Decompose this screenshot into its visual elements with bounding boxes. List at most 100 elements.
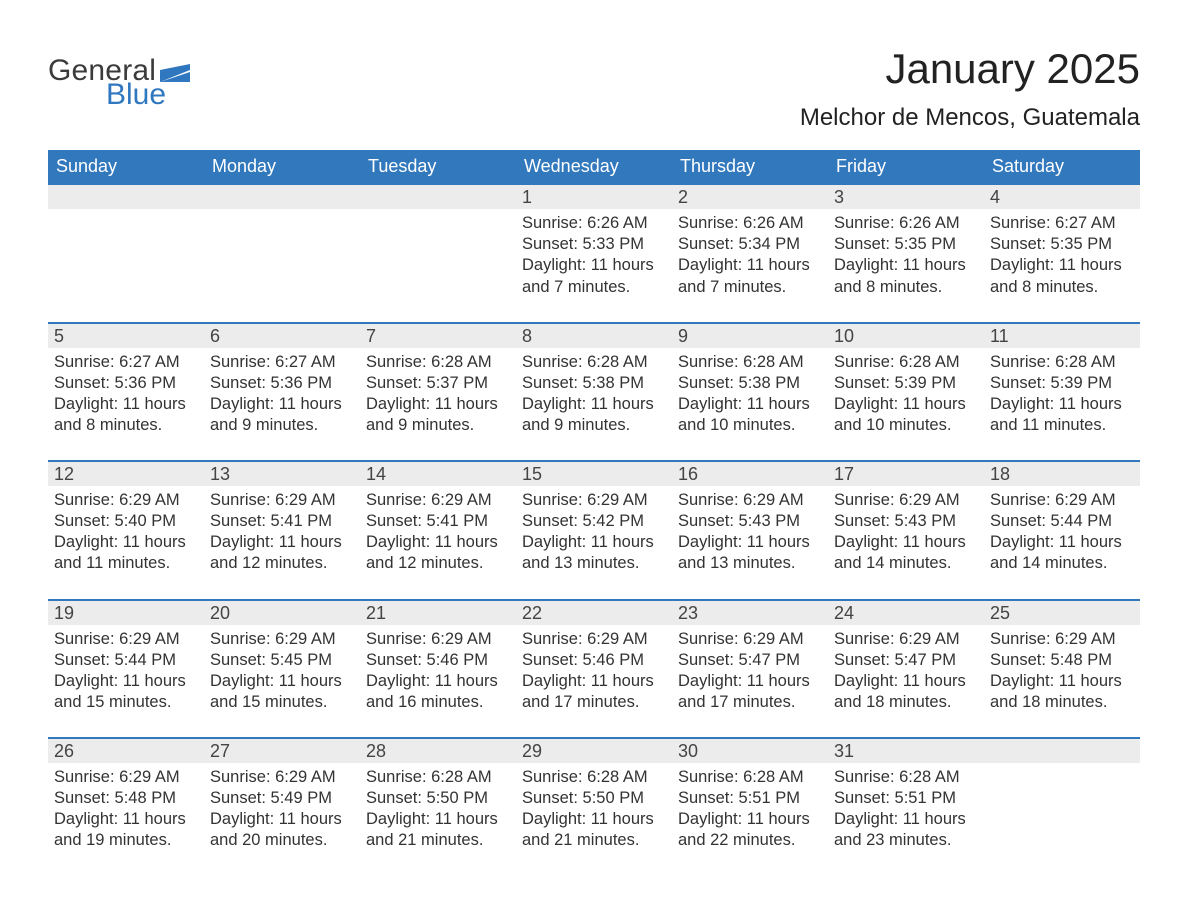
calendar-day-cell: 19Sunrise: 6:29 AMSunset: 5:44 PMDayligh… — [48, 601, 204, 737]
daylight-line: Daylight: 11 hours and 21 minutes. — [522, 809, 666, 851]
daylight-line: Daylight: 11 hours and 13 minutes. — [522, 532, 666, 574]
sunset-line: Sunset: 5:35 PM — [834, 234, 978, 255]
calendar-day-cell: 25Sunrise: 6:29 AMSunset: 5:48 PMDayligh… — [984, 601, 1140, 737]
sunrise-line: Sunrise: 6:27 AM — [54, 352, 198, 373]
day-number: 7 — [360, 324, 516, 348]
daylight-line: Daylight: 11 hours and 7 minutes. — [678, 255, 822, 297]
calendar-day-cell: 29Sunrise: 6:28 AMSunset: 5:50 PMDayligh… — [516, 739, 672, 875]
day-number: 24 — [828, 601, 984, 625]
calendar-week-row: 26Sunrise: 6:29 AMSunset: 5:48 PMDayligh… — [48, 737, 1140, 875]
calendar-day-cell: 31Sunrise: 6:28 AMSunset: 5:51 PMDayligh… — [828, 739, 984, 875]
calendar-day-cell: 9Sunrise: 6:28 AMSunset: 5:38 PMDaylight… — [672, 324, 828, 460]
sunset-line: Sunset: 5:41 PM — [366, 511, 510, 532]
daylight-line: Daylight: 11 hours and 11 minutes. — [990, 394, 1134, 436]
calendar-body: 1Sunrise: 6:26 AMSunset: 5:33 PMDaylight… — [48, 183, 1140, 875]
day-details: Sunrise: 6:29 AMSunset: 5:43 PMDaylight:… — [828, 486, 984, 574]
daylight-line: Daylight: 11 hours and 19 minutes. — [54, 809, 198, 851]
sunrise-line: Sunrise: 6:29 AM — [210, 490, 354, 511]
daylight-line: Daylight: 11 hours and 15 minutes. — [210, 671, 354, 713]
calendar-day-cell — [360, 185, 516, 321]
day-details: Sunrise: 6:28 AMSunset: 5:37 PMDaylight:… — [360, 348, 516, 436]
daylight-line: Daylight: 11 hours and 8 minutes. — [990, 255, 1134, 297]
calendar-day-cell: 20Sunrise: 6:29 AMSunset: 5:45 PMDayligh… — [204, 601, 360, 737]
calendar-day-cell: 5Sunrise: 6:27 AMSunset: 5:36 PMDaylight… — [48, 324, 204, 460]
day-details: Sunrise: 6:29 AMSunset: 5:46 PMDaylight:… — [360, 625, 516, 713]
logo-word-blue: Blue — [106, 80, 190, 110]
sunset-line: Sunset: 5:46 PM — [522, 650, 666, 671]
day-number — [360, 185, 516, 209]
sunrise-line: Sunrise: 6:28 AM — [678, 352, 822, 373]
sunrise-line: Sunrise: 6:28 AM — [366, 352, 510, 373]
calendar-day-cell: 14Sunrise: 6:29 AMSunset: 5:41 PMDayligh… — [360, 462, 516, 598]
daylight-line: Daylight: 11 hours and 7 minutes. — [522, 255, 666, 297]
day-number: 13 — [204, 462, 360, 486]
day-details: Sunrise: 6:29 AMSunset: 5:47 PMDaylight:… — [672, 625, 828, 713]
day-number: 8 — [516, 324, 672, 348]
sunrise-line: Sunrise: 6:28 AM — [366, 767, 510, 788]
calendar-grid: SundayMondayTuesdayWednesdayThursdayFrid… — [48, 150, 1140, 875]
calendar-day-cell: 6Sunrise: 6:27 AMSunset: 5:36 PMDaylight… — [204, 324, 360, 460]
calendar-day-cell: 8Sunrise: 6:28 AMSunset: 5:38 PMDaylight… — [516, 324, 672, 460]
daylight-line: Daylight: 11 hours and 17 minutes. — [678, 671, 822, 713]
daylight-line: Daylight: 11 hours and 21 minutes. — [366, 809, 510, 851]
day-number: 22 — [516, 601, 672, 625]
day-number: 17 — [828, 462, 984, 486]
day-number: 2 — [672, 185, 828, 209]
calendar-day-cell: 3Sunrise: 6:26 AMSunset: 5:35 PMDaylight… — [828, 185, 984, 321]
sunset-line: Sunset: 5:44 PM — [54, 650, 198, 671]
calendar-day-cell: 24Sunrise: 6:29 AMSunset: 5:47 PMDayligh… — [828, 601, 984, 737]
sunrise-line: Sunrise: 6:28 AM — [522, 767, 666, 788]
sunset-line: Sunset: 5:41 PM — [210, 511, 354, 532]
day-details: Sunrise: 6:27 AMSunset: 5:36 PMDaylight:… — [48, 348, 204, 436]
calendar-week-row: 19Sunrise: 6:29 AMSunset: 5:44 PMDayligh… — [48, 599, 1140, 737]
day-number: 31 — [828, 739, 984, 763]
daylight-line: Daylight: 11 hours and 18 minutes. — [990, 671, 1134, 713]
daylight-line: Daylight: 11 hours and 15 minutes. — [54, 671, 198, 713]
sunrise-line: Sunrise: 6:27 AM — [990, 213, 1134, 234]
daylight-line: Daylight: 11 hours and 14 minutes. — [834, 532, 978, 574]
sunrise-line: Sunrise: 6:28 AM — [678, 767, 822, 788]
calendar-day-cell: 1Sunrise: 6:26 AMSunset: 5:33 PMDaylight… — [516, 185, 672, 321]
day-number: 26 — [48, 739, 204, 763]
sunset-line: Sunset: 5:50 PM — [522, 788, 666, 809]
calendar-day-cell: 23Sunrise: 6:29 AMSunset: 5:47 PMDayligh… — [672, 601, 828, 737]
sunrise-line: Sunrise: 6:29 AM — [54, 490, 198, 511]
day-number: 9 — [672, 324, 828, 348]
sunset-line: Sunset: 5:47 PM — [678, 650, 822, 671]
day-number: 21 — [360, 601, 516, 625]
day-details: Sunrise: 6:29 AMSunset: 5:45 PMDaylight:… — [204, 625, 360, 713]
day-details: Sunrise: 6:29 AMSunset: 5:46 PMDaylight:… — [516, 625, 672, 713]
calendar-day-cell: 7Sunrise: 6:28 AMSunset: 5:37 PMDaylight… — [360, 324, 516, 460]
calendar-day-cell — [984, 739, 1140, 875]
sunrise-line: Sunrise: 6:29 AM — [210, 629, 354, 650]
daylight-line: Daylight: 11 hours and 8 minutes. — [834, 255, 978, 297]
sunset-line: Sunset: 5:50 PM — [366, 788, 510, 809]
sunrise-line: Sunrise: 6:29 AM — [522, 490, 666, 511]
calendar-day-cell: 16Sunrise: 6:29 AMSunset: 5:43 PMDayligh… — [672, 462, 828, 598]
day-details: Sunrise: 6:27 AMSunset: 5:35 PMDaylight:… — [984, 209, 1140, 297]
calendar-day-cell: 2Sunrise: 6:26 AMSunset: 5:34 PMDaylight… — [672, 185, 828, 321]
sunrise-line: Sunrise: 6:29 AM — [54, 767, 198, 788]
calendar-day-cell: 21Sunrise: 6:29 AMSunset: 5:46 PMDayligh… — [360, 601, 516, 737]
sunset-line: Sunset: 5:38 PM — [678, 373, 822, 394]
day-number: 14 — [360, 462, 516, 486]
day-details: Sunrise: 6:29 AMSunset: 5:44 PMDaylight:… — [48, 625, 204, 713]
calendar-day-cell: 26Sunrise: 6:29 AMSunset: 5:48 PMDayligh… — [48, 739, 204, 875]
sunset-line: Sunset: 5:44 PM — [990, 511, 1134, 532]
calendar-day-cell: 4Sunrise: 6:27 AMSunset: 5:35 PMDaylight… — [984, 185, 1140, 321]
calendar-day-cell: 22Sunrise: 6:29 AMSunset: 5:46 PMDayligh… — [516, 601, 672, 737]
calendar-day-cell: 27Sunrise: 6:29 AMSunset: 5:49 PMDayligh… — [204, 739, 360, 875]
sunrise-line: Sunrise: 6:29 AM — [990, 490, 1134, 511]
day-number: 30 — [672, 739, 828, 763]
day-details: Sunrise: 6:29 AMSunset: 5:42 PMDaylight:… — [516, 486, 672, 574]
sunrise-line: Sunrise: 6:29 AM — [678, 629, 822, 650]
calendar-week-row: 12Sunrise: 6:29 AMSunset: 5:40 PMDayligh… — [48, 460, 1140, 598]
sunset-line: Sunset: 5:45 PM — [210, 650, 354, 671]
calendar-day-cell: 12Sunrise: 6:29 AMSunset: 5:40 PMDayligh… — [48, 462, 204, 598]
sunrise-line: Sunrise: 6:29 AM — [210, 767, 354, 788]
sunset-line: Sunset: 5:43 PM — [678, 511, 822, 532]
sunrise-line: Sunrise: 6:29 AM — [990, 629, 1134, 650]
sunrise-line: Sunrise: 6:28 AM — [522, 352, 666, 373]
sunset-line: Sunset: 5:40 PM — [54, 511, 198, 532]
daylight-line: Daylight: 11 hours and 8 minutes. — [54, 394, 198, 436]
